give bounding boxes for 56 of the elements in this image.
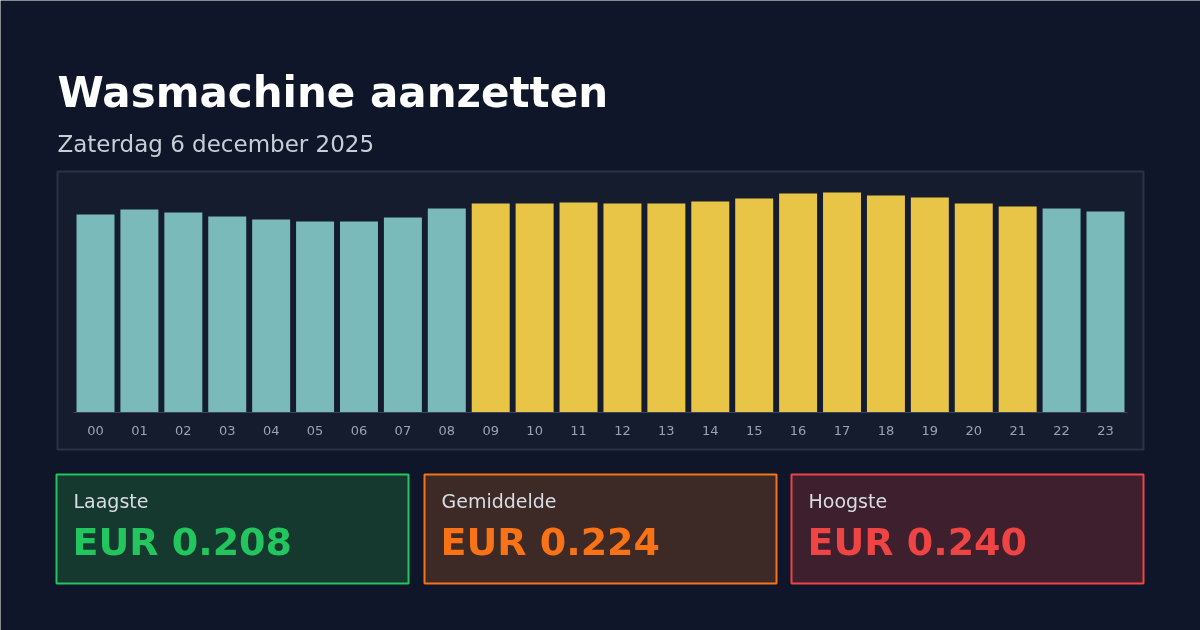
bar (1086, 211, 1125, 413)
x-tick-label: 20 (965, 423, 983, 438)
x-tick-label: 01 (131, 423, 148, 438)
bar (998, 206, 1037, 413)
x-tick-label: 03 (218, 423, 236, 438)
x-tick-label: 13 (658, 423, 675, 438)
chart-title: Wasmachine aanzetten (57, 68, 609, 117)
chart-subtitle: Zaterdag 6 december 2025 (57, 130, 375, 157)
x-tick-label: 10 (526, 423, 543, 438)
text: EUR 0.240 (807, 519, 1028, 564)
x-tick-label: 21 (1009, 423, 1026, 438)
bar (691, 201, 730, 413)
bar (866, 195, 905, 413)
bar (471, 203, 510, 413)
bar (823, 192, 862, 413)
bar (427, 208, 466, 413)
text: Gemiddelde (441, 489, 557, 512)
bar (559, 202, 598, 413)
x-tick-label: 17 (833, 423, 851, 438)
x-tick-label: 18 (877, 423, 895, 438)
x-tick-label: 02 (175, 423, 192, 438)
bar (647, 203, 686, 413)
bar (164, 212, 203, 413)
bar (120, 209, 159, 413)
x-tick-label: 04 (262, 423, 280, 438)
x-tick-label: 08 (438, 423, 456, 438)
x-tick-label: 07 (394, 423, 412, 438)
bar (735, 198, 774, 413)
x-tick-label: 00 (87, 423, 104, 438)
bar (208, 216, 247, 413)
bar (252, 219, 291, 413)
text: Laagste (73, 489, 149, 512)
bar (779, 193, 818, 413)
text: EUR 0.208 (72, 519, 293, 564)
x-tick-label: 23 (1097, 423, 1114, 438)
bar (603, 203, 642, 413)
bar (339, 221, 378, 413)
x-tick-label: 14 (702, 423, 719, 438)
x-tick-label: 16 (789, 423, 807, 438)
x-tick-label: 19 (921, 423, 939, 438)
bar (383, 217, 422, 413)
bar (296, 221, 335, 413)
text: Hoogste (808, 489, 888, 512)
x-tick-label: 06 (350, 423, 368, 438)
bar (910, 197, 949, 413)
x-tick-label: 22 (1053, 423, 1070, 438)
bar (1042, 208, 1081, 413)
x-tick-label: 15 (745, 423, 763, 438)
x-tick-label: 12 (614, 423, 631, 438)
bar (76, 214, 115, 413)
bar (954, 203, 993, 413)
x-tick-label: 09 (482, 423, 499, 438)
x-tick-label: 11 (570, 423, 587, 438)
x-tick-label: 05 (306, 423, 324, 438)
text: EUR 0.224 (440, 519, 661, 564)
bar (515, 203, 554, 413)
